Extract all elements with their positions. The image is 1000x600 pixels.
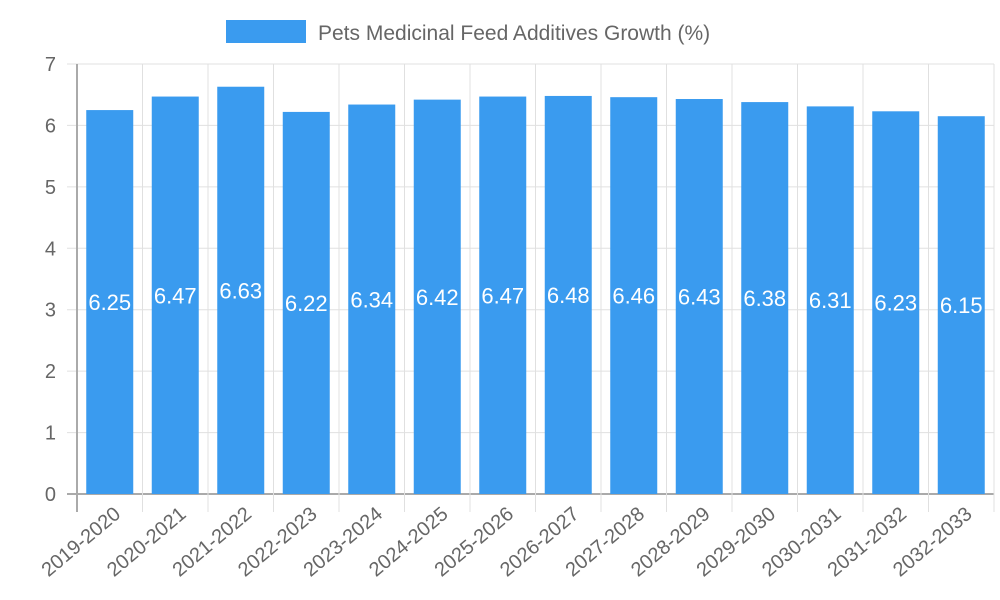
bar — [413, 99, 461, 494]
bar — [282, 111, 330, 495]
bar — [348, 104, 396, 495]
y-axis: 0 1 2 3 4 5 6 7 — [45, 54, 56, 506]
data-label: 6.31 — [809, 288, 852, 313]
bar — [217, 86, 265, 494]
y-tick-label: 2 — [45, 361, 56, 383]
grid — [67, 63, 995, 512]
data-label: 6.23 — [874, 291, 917, 316]
y-tick-label: 4 — [45, 238, 56, 260]
data-label: 6.38 — [743, 286, 786, 311]
y-tick-label: 7 — [45, 54, 56, 76]
data-label: 6.15 — [940, 293, 983, 318]
bar — [806, 106, 854, 494]
data-label: 6.25 — [88, 290, 131, 315]
bar — [872, 111, 920, 495]
data-label: 6.34 — [350, 287, 393, 312]
bars — [86, 86, 985, 495]
bar — [479, 96, 527, 495]
data-label: 6.42 — [416, 285, 459, 310]
data-label: 6.63 — [219, 278, 262, 303]
data-label: 6.47 — [481, 283, 524, 308]
data-label: 6.48 — [547, 283, 590, 308]
bar — [86, 110, 134, 495]
data-label: 6.22 — [285, 291, 328, 316]
bar — [741, 102, 789, 494]
y-tick-label: 0 — [45, 484, 56, 506]
y-tick-label: 6 — [45, 115, 56, 137]
bar — [610, 97, 658, 495]
bar — [544, 95, 592, 494]
y-tick-label: 3 — [45, 300, 56, 322]
bar — [151, 96, 199, 495]
data-label: 6.43 — [678, 285, 721, 310]
data-labels: 6.25 6.47 6.63 6.22 6.34 6.42 6.47 6.48 6.46 6.43… — [88, 278, 982, 318]
legend-swatch — [226, 20, 306, 43]
y-tick-label: 5 — [45, 177, 56, 199]
bar — [675, 99, 723, 494]
x-axis: 2019-20202020-20212021-20222022-20232023… — [38, 503, 977, 581]
data-label: 6.46 — [612, 284, 655, 309]
y-tick-label: 1 — [45, 423, 56, 445]
legend[interactable]: Pets Medicinal Feed Additives Growth (%) — [226, 20, 710, 45]
data-label: 6.47 — [154, 283, 197, 308]
legend-label: Pets Medicinal Feed Additives Growth (%) — [318, 22, 710, 45]
bar — [937, 116, 985, 494]
